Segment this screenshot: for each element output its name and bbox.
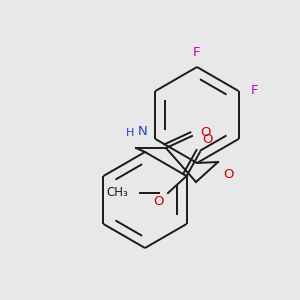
Text: O: O [202, 133, 212, 146]
Text: F: F [193, 46, 201, 59]
Text: O: O [200, 127, 211, 140]
Text: H: H [126, 128, 134, 138]
Text: F: F [250, 85, 258, 98]
Text: N: N [138, 125, 148, 138]
Text: CH₃: CH₃ [106, 187, 128, 200]
Text: O: O [223, 168, 233, 181]
Text: O: O [154, 195, 164, 208]
